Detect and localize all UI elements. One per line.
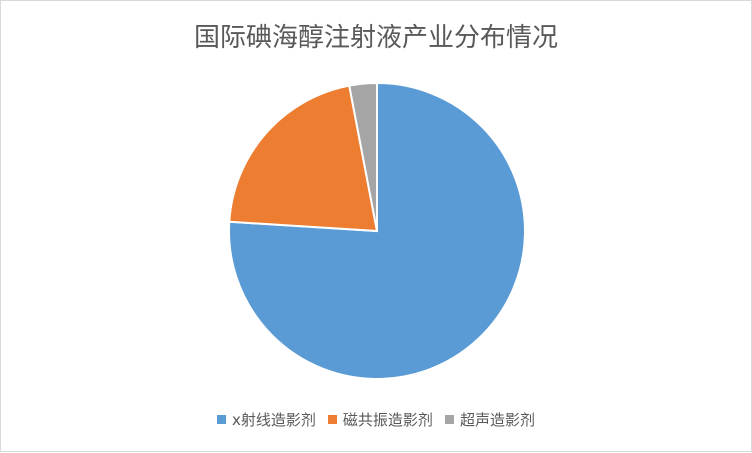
legend-item-mri: 磁共振造影剂: [327, 409, 433, 430]
legend-swatch: [327, 415, 337, 424]
legend-swatch: [217, 415, 227, 424]
chart-title: 国际碘海醇注射液产业分布情况: [193, 23, 558, 53]
legend: x射线造影剂 磁共振造影剂 超声造影剂: [1, 409, 751, 430]
legend-label: x射线造影剂: [232, 411, 316, 429]
legend-item-xray: x射线造影剂: [217, 409, 316, 430]
slice-mri: [228, 84, 379, 233]
legend-label: 磁共振造影剂: [342, 411, 433, 429]
legend-item-ultrasound: 超声造影剂: [444, 409, 535, 430]
legend-label: 超声造影剂: [459, 411, 535, 429]
slice-ultrasound: [348, 81, 378, 232]
legend-swatch: [444, 415, 454, 424]
